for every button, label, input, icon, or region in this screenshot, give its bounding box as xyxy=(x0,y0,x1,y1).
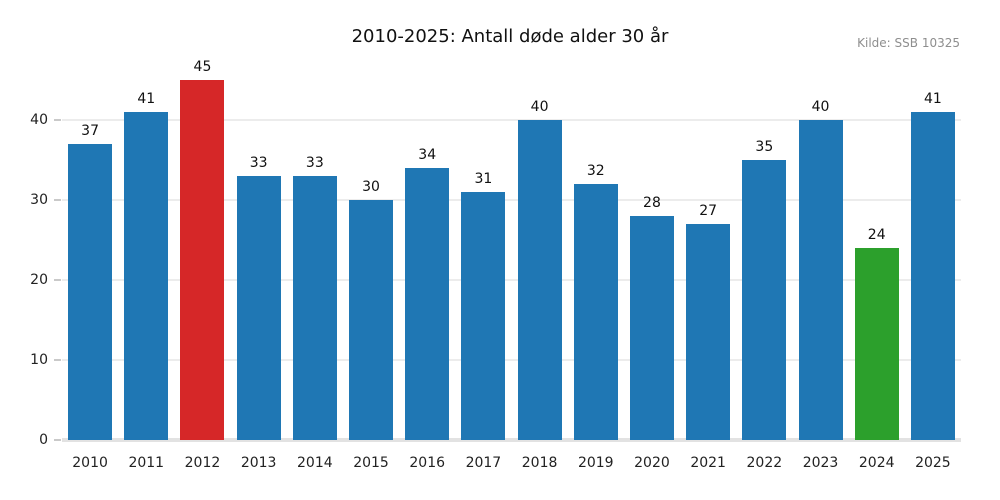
x-axis-label-2018: 2018 xyxy=(521,455,558,471)
y-axis-tick-label: 40 xyxy=(30,112,48,128)
x-axis-label-2024: 2024 xyxy=(858,455,895,471)
bar-2014 xyxy=(292,176,337,440)
source-label: Kilde: SSB 10325 xyxy=(857,36,960,50)
x-axis-label-2011: 2011 xyxy=(128,455,165,471)
y-axis-tick xyxy=(54,279,61,281)
x-axis-label-2017: 2017 xyxy=(465,455,502,471)
bar-2018 xyxy=(517,120,562,440)
y-axis-tick xyxy=(54,119,61,121)
x-axis-label-2019: 2019 xyxy=(577,455,614,471)
gridline-30 xyxy=(62,199,961,201)
chart-title: 2010-2025: Antall døde alder 30 år xyxy=(351,26,669,47)
gridline-20 xyxy=(62,279,961,281)
bar-value-label-2020: 28 xyxy=(643,195,661,211)
bar-value-label-2018: 40 xyxy=(530,99,549,115)
bar-value-label-2022: 35 xyxy=(755,139,774,155)
bar-2023 xyxy=(798,120,843,440)
bar-2017 xyxy=(461,192,506,440)
bar-value-label-2016: 34 xyxy=(418,147,437,163)
bar-2012 xyxy=(180,80,225,440)
bar-2016 xyxy=(405,168,450,440)
x-axis-label-2021: 2021 xyxy=(690,455,726,471)
x-axis-label-2016: 2016 xyxy=(409,455,446,471)
bar-2020 xyxy=(629,216,674,440)
y-axis-tick xyxy=(54,199,61,201)
gridline-40 xyxy=(62,119,961,121)
y-axis-tick-label: 20 xyxy=(30,272,48,288)
bar-2013 xyxy=(236,176,281,440)
y-axis-tick-label: 0 xyxy=(39,432,48,448)
x-axis-label-2012: 2012 xyxy=(184,455,221,471)
x-axis-baseline xyxy=(62,438,961,442)
gridline-10 xyxy=(62,359,961,361)
y-axis-tick-label: 10 xyxy=(30,352,48,368)
x-axis-label-2015: 2015 xyxy=(353,455,389,471)
x-axis-label-2014: 2014 xyxy=(297,455,333,471)
x-axis-label-2010: 2010 xyxy=(72,455,108,471)
y-axis-tick xyxy=(54,439,61,441)
bar-value-label-2023: 40 xyxy=(811,99,830,115)
bar-value-label-2017: 31 xyxy=(474,171,493,187)
bar-value-label-2024: 24 xyxy=(867,227,886,243)
bar-2010 xyxy=(68,144,113,440)
bar-2025 xyxy=(910,112,955,440)
bar-value-label-2011: 41 xyxy=(137,91,156,107)
y-axis-tick xyxy=(54,359,61,361)
y-axis-tick-label: 30 xyxy=(30,192,48,208)
x-axis-label-2023: 2023 xyxy=(802,455,839,471)
bar-value-label-2012: 45 xyxy=(193,59,212,75)
bar-value-label-2013: 33 xyxy=(249,155,268,171)
bar-2024 xyxy=(854,248,899,440)
x-axis-label-2022: 2022 xyxy=(746,455,783,471)
bar-2015 xyxy=(349,200,394,440)
bar-2021 xyxy=(686,224,731,440)
bar-2022 xyxy=(742,160,787,440)
x-axis-label-2025: 2025 xyxy=(915,455,951,471)
bar-value-label-2019: 32 xyxy=(586,163,605,179)
bar-2019 xyxy=(573,184,618,440)
x-axis-label-2013: 2013 xyxy=(240,455,277,471)
bar-value-label-2014: 33 xyxy=(305,155,324,171)
bar-value-label-2015: 30 xyxy=(362,179,380,195)
bar-value-label-2025: 41 xyxy=(923,91,942,107)
bar-value-label-2021: 27 xyxy=(699,203,718,219)
bar-value-label-2010: 37 xyxy=(81,123,99,139)
bar-2011 xyxy=(124,112,169,440)
x-axis-label-2020: 2020 xyxy=(634,455,670,471)
